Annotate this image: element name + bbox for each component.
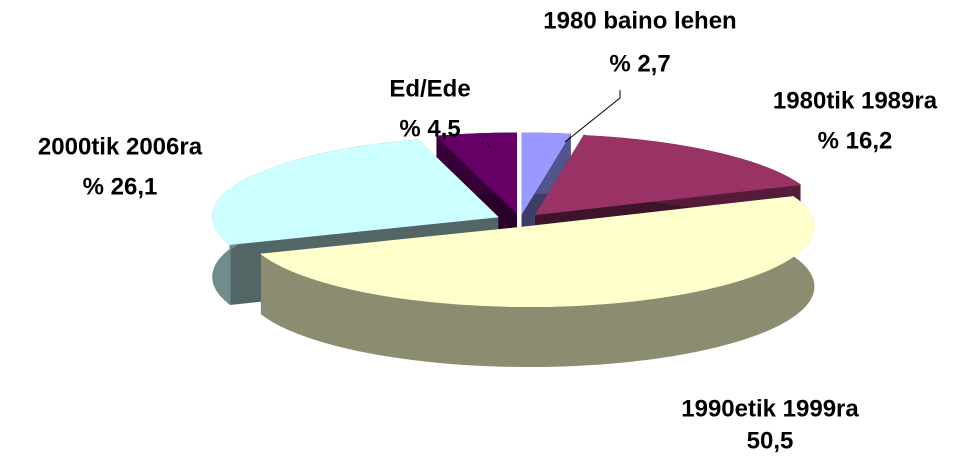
slice-label: 2000tik 2006ra — [38, 133, 203, 160]
slice-label: Ed/Ede — [389, 75, 470, 102]
slice-value-label: % 4,5 — [399, 115, 460, 142]
slice-value-label: % 2,7 — [609, 50, 670, 77]
slice-value-label: 50,5 — [747, 427, 794, 454]
slice-top — [260, 196, 815, 308]
slice-label: 1990etik 1999ra — [681, 395, 859, 422]
slice-top — [521, 132, 572, 215]
slice-value-label: % 16,2 — [818, 127, 893, 154]
slice-label: 1980tik 1989ra — [773, 87, 938, 114]
slice-top — [534, 135, 802, 216]
slice-top — [212, 139, 499, 245]
leader-line — [564, 90, 621, 143]
slice — [260, 195, 815, 368]
leader-line — [486, 141, 491, 149]
slice-top — [435, 132, 517, 215]
slice-label: 1980 baino lehen — [543, 7, 736, 34]
slice-value-label: % 26,1 — [83, 173, 158, 200]
